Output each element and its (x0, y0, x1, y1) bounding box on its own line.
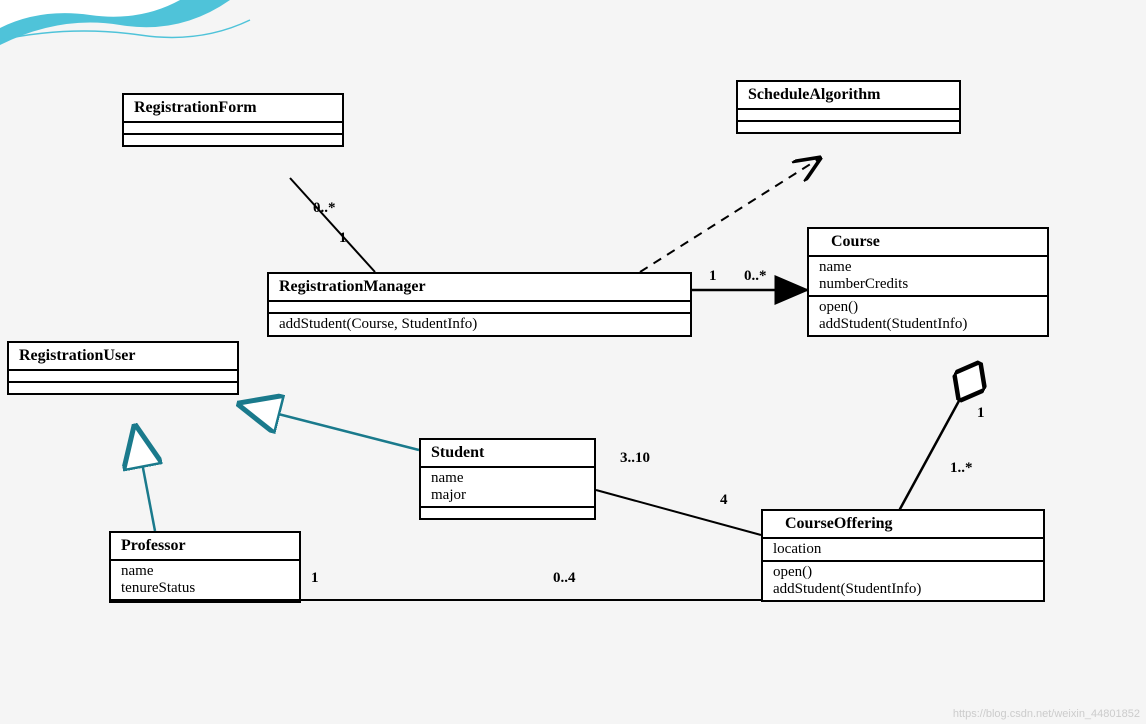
attr: name (121, 563, 289, 580)
attr: name (431, 470, 584, 487)
mult-label: 1..* (950, 460, 973, 477)
watermark: https://blog.csdn.net/weixin_44801852 (953, 708, 1140, 720)
class-name: Professor (111, 533, 299, 561)
class-courseoffering: CourseOffering location open() addStuden… (761, 509, 1045, 602)
class-name: RegistrationManager (269, 274, 690, 302)
class-registrationmanager: RegistrationManager addStudent(Course, S… (267, 272, 692, 337)
attr: numberCredits (819, 276, 1037, 293)
class-name: Course (809, 229, 1047, 257)
mult-label: 1 (339, 230, 347, 247)
op: addStudent(StudentInfo) (819, 316, 1037, 333)
mult-label: 4 (720, 492, 728, 509)
class-name: ScheduleAlgorithm (738, 82, 959, 110)
attr: location (773, 541, 1033, 558)
op: addStudent(Course, StudentInfo) (279, 316, 680, 333)
class-professor: Professor name tenureStatus (109, 531, 301, 603)
wave-decoration (0, 0, 260, 70)
mult-label: 1 (311, 570, 319, 587)
op: open() (773, 564, 1033, 581)
class-registrationform: RegistrationForm (122, 93, 344, 147)
mult-label: 1 (709, 268, 717, 285)
class-name: CourseOffering (763, 511, 1043, 539)
class-registrationuser: RegistrationUser (7, 341, 239, 395)
diagram-canvas: RegistrationForm ScheduleAlgorithm Regis… (0, 0, 1146, 724)
class-course: Course name numberCredits open() addStud… (807, 227, 1049, 337)
attr: major (431, 487, 584, 504)
mult-label: 0..4 (553, 570, 576, 587)
mult-label: 3..10 (620, 450, 650, 467)
mult-label: 0..* (744, 268, 767, 285)
class-name: RegistrationForm (124, 95, 342, 123)
attr: tenureStatus (121, 580, 289, 597)
class-student: Student name major (419, 438, 596, 520)
mult-label: 1 (977, 405, 985, 422)
class-schedulealgorithm: ScheduleAlgorithm (736, 80, 961, 134)
op: open() (819, 299, 1037, 316)
class-name: RegistrationUser (9, 343, 237, 371)
attr: name (819, 259, 1037, 276)
mult-label: 0..* (313, 200, 336, 217)
op: addStudent(StudentInfo) (773, 581, 1033, 598)
class-name: Student (421, 440, 594, 468)
